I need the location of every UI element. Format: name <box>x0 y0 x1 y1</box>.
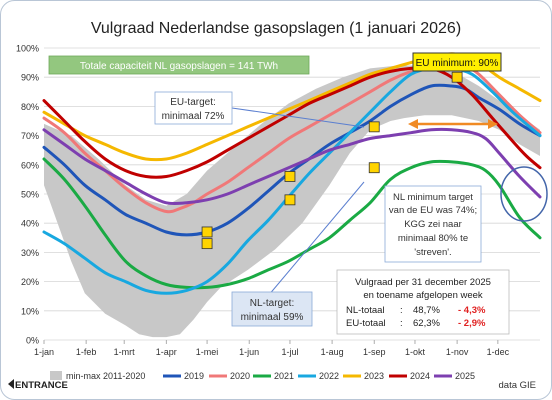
y-tick-label: 40% <box>21 219 39 229</box>
y-tick-label: 20% <box>21 277 39 287</box>
series-line-2025 <box>42 127 542 206</box>
x-tick-label: 1-apr <box>156 347 177 357</box>
x-tick-label: 1-jan <box>34 347 54 357</box>
series-line-2024 <box>42 66 542 179</box>
nl-target-pointer <box>267 181 365 297</box>
eu-target-box <box>154 91 233 125</box>
orange-arrow-left <box>408 119 418 129</box>
legend: min-max 2011-2020 2019 2020 2021 2022 2023 202… <box>50 371 475 381</box>
nl-note-line: KGG zei naar <box>404 219 462 230</box>
x-tick-label: 1-aug <box>321 347 344 357</box>
summary-value: 48,7% <box>413 305 440 316</box>
x-tick-label: 1-feb <box>76 347 97 357</box>
y-tick-label: 10% <box>21 306 39 316</box>
y-tick-label: 80% <box>21 102 39 112</box>
capacity-text: Totale capaciteit NL gasopslagen = 141 T… <box>80 61 278 72</box>
legend-label-2021: 2021 <box>274 371 294 381</box>
x-tick-label: 1-dec <box>487 347 510 357</box>
summary-rows: NL-totaal:48,7% - 4,3% EU-totaal:62,3% - 2,… <box>346 305 486 329</box>
nl-note-line: van de EU was 74%; <box>389 205 477 216</box>
target-marker <box>284 171 296 182</box>
summary-colon: : <box>400 305 403 316</box>
target-marker <box>201 226 213 238</box>
chart-title: Vulgraad Nederlandse gasopslagen (1 janu… <box>91 20 461 37</box>
legend-label-2023: 2023 <box>364 371 384 381</box>
legend-label-2020: 2020 <box>230 371 250 381</box>
eu-minimum-box <box>412 52 502 72</box>
x-tick-label: 1-mrt <box>114 347 135 357</box>
y-axis: 0% 10% 20% 30% 40% 50% 60% 70% 80% 90% 100% <box>16 44 39 346</box>
eu-minimum-text: EU minimum: 90% <box>416 58 499 69</box>
logo-text: ENTRANCE <box>15 380 68 391</box>
summary-title2: en toename afgelopen week <box>363 290 483 301</box>
x-tick-label: 1-jul <box>281 347 298 357</box>
y-tick-label: 60% <box>21 160 39 170</box>
target-marker <box>368 162 380 174</box>
capacity-box <box>48 55 310 75</box>
footer-logo: ENTRANCE <box>8 379 68 391</box>
nl-note-line: 'streven'. <box>414 247 451 258</box>
legend-swatch-band <box>50 371 62 380</box>
x-tick-label: 1-jun <box>239 347 259 357</box>
nl-note-line: NL minimum target <box>393 192 473 203</box>
orange-arrow-right <box>488 119 498 129</box>
y-tick-label: 30% <box>21 248 39 258</box>
eu-target-pointer <box>231 107 365 128</box>
target-marker <box>368 121 380 133</box>
target-marker <box>284 194 296 206</box>
summary-box <box>336 269 510 335</box>
data-source: data GIE <box>499 380 537 391</box>
legend-label-2025: 2025 <box>455 371 475 381</box>
nl-note: NL minimum target van de EU was 74%; KGG… <box>389 192 477 258</box>
legend-label-2022: 2022 <box>319 371 339 381</box>
nl-target-box <box>231 291 313 327</box>
summary-colon: : <box>400 318 403 329</box>
nl-note-line: minimaal 80% te <box>398 233 468 244</box>
summary-label: NL-totaal <box>346 305 385 316</box>
legend-label-band: min-max 2011-2020 <box>66 371 145 381</box>
y-tick-label: 100% <box>16 44 39 54</box>
summary-change: - 4,3% <box>458 305 486 316</box>
summary-change: - 2,9% <box>458 318 486 329</box>
eu-target-line2: minimaal 72% <box>162 111 225 122</box>
x-axis: 1-jan 1-feb 1-mrt 1-apr 1-mei 1-jun 1-jul 1-aug… <box>34 340 510 357</box>
y-tick-label: 0% <box>26 336 39 346</box>
target-marker <box>451 71 463 83</box>
nl-target-line2: minimaal 59% <box>241 312 304 323</box>
eu-target-line1: EU-target: <box>170 97 216 108</box>
y-tick-label: 90% <box>21 73 39 83</box>
y-tick-label: 50% <box>21 190 39 200</box>
legend-label-2024: 2024 <box>410 371 430 381</box>
logo-arrow-icon <box>8 379 14 389</box>
summary-title1: Vulgraad per 31 december 2025 <box>355 277 491 288</box>
nl-note-box <box>384 185 482 263</box>
y-tick-label: 70% <box>21 131 39 141</box>
x-tick-label: 1-sep <box>363 347 386 357</box>
summary-label: EU-totaal <box>346 318 386 329</box>
x-tick-label: 1-mei <box>196 347 219 357</box>
x-tick-label: 1-nov <box>446 347 469 357</box>
series-line-2021 <box>42 157 542 290</box>
nl-target-line1: NL-target: <box>250 298 294 309</box>
end-highlight-ellipse <box>500 166 548 222</box>
summary-value: 62,3% <box>413 318 440 329</box>
target-marker <box>201 238 213 250</box>
x-tick-label: 1-okt <box>405 347 426 357</box>
legend-label-2019: 2019 <box>184 371 204 381</box>
